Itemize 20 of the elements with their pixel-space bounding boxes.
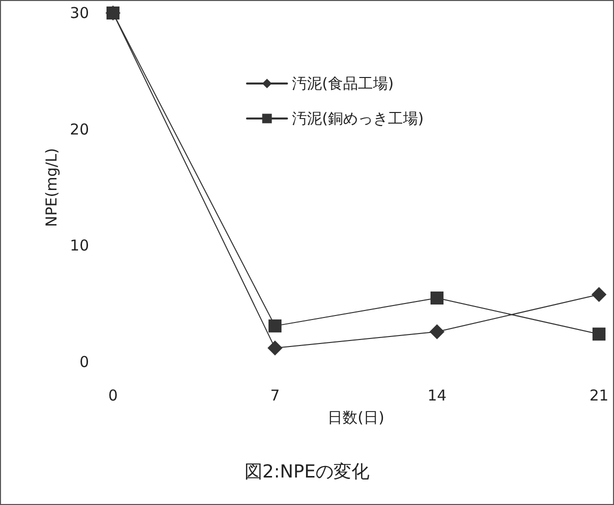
x-axis-title: 日数(日) xyxy=(328,408,384,426)
point xyxy=(268,319,282,332)
text: 図2:NPEの変化 xyxy=(244,462,370,482)
point xyxy=(592,328,606,341)
point xyxy=(106,6,120,20)
point xyxy=(430,292,444,305)
legend-label: 汚泥(食品工場) xyxy=(292,74,394,92)
y-tick-label: 10 xyxy=(70,236,89,255)
point xyxy=(430,324,444,340)
y-tick-label: 30 xyxy=(70,4,89,22)
x-tick-label: 14 xyxy=(427,386,447,404)
y-tick-label: 20 xyxy=(70,120,89,138)
x-tick-label: 7 xyxy=(270,386,280,404)
x-tick-label: 0 xyxy=(108,386,118,404)
y-tick-label: 0 xyxy=(79,353,89,371)
point xyxy=(592,287,606,302)
x-tick-label: 21 xyxy=(589,386,609,404)
y-axis-title: NPE(mg/L) xyxy=(42,148,61,227)
point xyxy=(268,340,282,356)
legend-label: 汚泥(銅めっき工場) xyxy=(292,110,424,128)
